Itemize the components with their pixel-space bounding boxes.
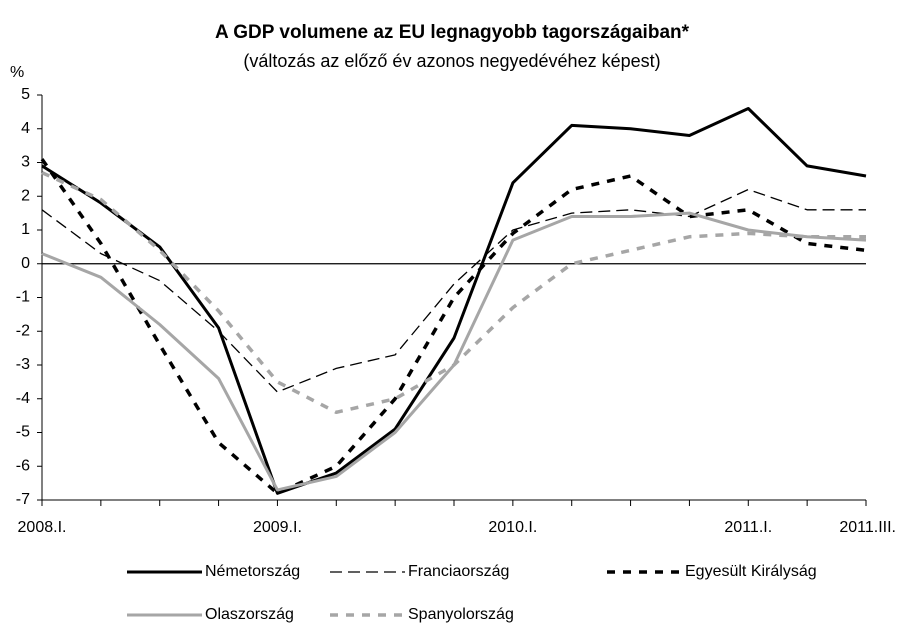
y-axis-label: % [10, 64, 24, 81]
legend-label: Németország [205, 563, 300, 580]
y-tick-label: 4 [21, 120, 30, 137]
x-tick-label: 2011.III. [839, 519, 896, 536]
legend-label: Olaszország [205, 606, 294, 623]
legend-label: Franciaország [408, 563, 509, 580]
chart-title: A GDP volumene az EU legnagyobb tagorszá… [215, 22, 690, 43]
y-tick-label: 5 [21, 86, 30, 103]
y-tick-label: -1 [16, 289, 30, 306]
legend-label: Egyesült Királyság [685, 563, 817, 580]
x-tick-label: 2008.I. [18, 519, 67, 536]
series-line [41, 188, 866, 393]
x-tick-label: 2009.I. [253, 519, 302, 536]
y-tick-label: 0 [21, 255, 30, 272]
y-tick-label: -3 [16, 356, 30, 373]
y-tick-label: -5 [16, 424, 30, 441]
y-tick-label: 2 [21, 187, 30, 204]
y-tick-label: -7 [16, 491, 30, 508]
y-tick-label: -6 [16, 457, 30, 474]
y-tick-label: 3 [21, 154, 30, 171]
y-tick-label: -2 [16, 322, 30, 339]
y-tick-label: -4 [16, 390, 30, 407]
x-tick-label: 2011.I. [724, 519, 772, 536]
y-tick-label: 1 [21, 221, 30, 238]
series-line [41, 171, 866, 415]
x-tick-label: 2010.I. [488, 519, 537, 536]
chart-subtitle: (változás az előző év azonos negyedévéhe… [243, 51, 660, 71]
series-line [41, 107, 867, 495]
legend-label: Spanyolország [408, 606, 514, 623]
series-line [40, 158, 867, 496]
